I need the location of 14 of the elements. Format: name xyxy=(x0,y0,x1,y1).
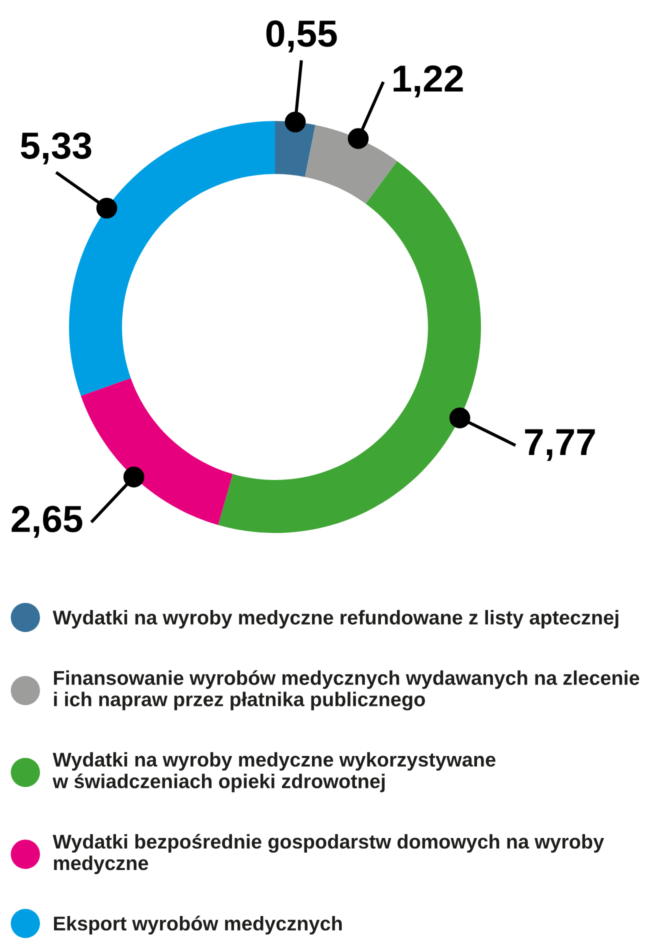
legend-label: Wydatki na wyroby medyczne refundowane z listy aptecznej xyxy=(52,610,618,629)
data-label: 2,65 xyxy=(12,506,82,538)
data-label: 5,33 xyxy=(20,132,92,164)
legend-label: Eksport wyrobów medycznych xyxy=(54,916,342,934)
donut-slice xyxy=(80,378,233,525)
data-label: 7,77 xyxy=(525,429,595,461)
donut-slice xyxy=(218,161,481,533)
data-label: 1,22 xyxy=(394,65,463,98)
donut-slice xyxy=(304,124,398,204)
donut-slice xyxy=(275,121,316,177)
legend-label: Wydatki bezpośrednie gospodarstw domowych na wyroby medyczne xyxy=(52,834,604,874)
legend-label: Finansowanie wyrobów medycznych wydawanych na zlecenie i ich napraw przez płatnika publicznego xyxy=(54,670,640,710)
data-label: 0,55 xyxy=(266,20,337,52)
legend-label: Wydatki na wyroby medyczne wykorzystywane w świadczeniach opieki zdrowotnej xyxy=(52,752,496,792)
